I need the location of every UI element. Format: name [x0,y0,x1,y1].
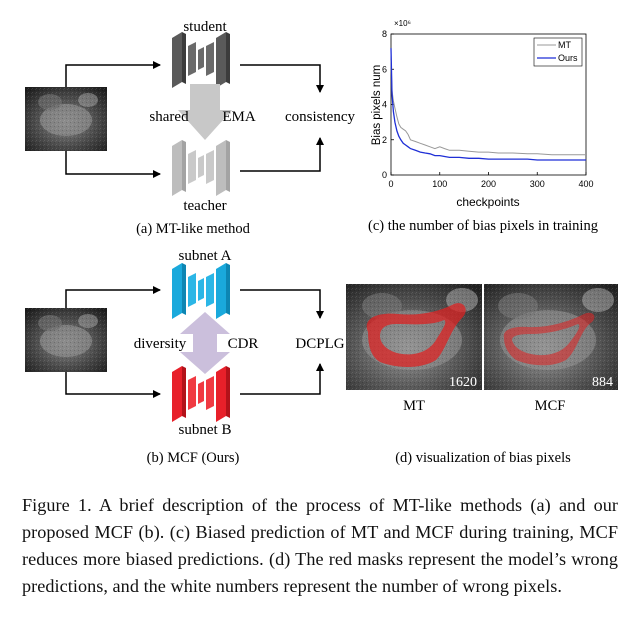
teacher-label: teacher [183,198,226,214]
y-multiplier: ×10⁶ [394,19,411,28]
y-tick-label: 2 [382,135,387,145]
arrow-student-to-consistency [240,64,324,93]
panel-d-caption: (d) visualization of bias pixels [395,450,571,466]
series-line-ours [390,48,586,161]
y-axis-label: Bias pixels num [371,65,383,146]
figure-caption: Figure 1. A brief description of the pro… [22,495,618,596]
dcplg-label: DCPLG [295,336,344,352]
x-tick-label: 100 [432,179,447,189]
x-tick-label: 0 [388,179,393,189]
arrow-input-to-student [65,61,161,87]
shared-label: shared [149,109,189,125]
cdr-label: CDR [228,336,259,352]
consistency-label: consistency [285,109,355,125]
panel-c-caption: (c) the number of bias pixels in trainin… [368,218,598,234]
figure-1: student shared EMA teacher consistency (… [25,19,618,466]
subnet-a-network-icon [172,263,230,319]
mcf-image-label: MCF [535,398,566,414]
chart-ticks: 0 100 200 300 400 0 2 4 6 8 [382,29,594,189]
mt-bias-count: 1620 [449,375,477,390]
y-tick-label: 8 [382,29,387,39]
legend-label-mt: MT [558,40,571,50]
panel-a-caption: (a) MT-like method [136,221,251,237]
chart-lines [390,48,586,161]
mri-input-thumbnail-a [25,87,107,151]
mcf-bias-visualization: 884 [484,284,618,390]
mt-image-label: MT [403,398,425,414]
arrow-input-to-teacher [65,151,161,178]
student-label: student [183,19,227,35]
series-line-mt [390,60,586,156]
subnet-b-network-icon [172,366,230,422]
arrow-subnet-b-to-dcplg [240,363,324,395]
y-tick-label: 6 [382,64,387,74]
arrow-input-to-subnet-b [65,372,161,398]
diversity-label: diversity [134,336,187,352]
arrow-subnet-a-to-dcplg [240,289,324,319]
cdr-double-arrow [180,312,230,374]
y-tick-label: 0 [382,170,387,180]
panel-b-caption: (b) MCF (Ours) [147,450,240,466]
ema-arrow [178,84,232,140]
panel-b: subnet A diversity CDR subnet B DCPLG [25,248,345,466]
student-network-icon [172,32,230,88]
x-tick-label: 200 [481,179,496,189]
mt-bias-mask [366,303,466,367]
panel-a: student shared EMA teacher consistency (… [25,19,355,237]
teacher-network-icon [172,140,230,196]
x-tick-label: 300 [530,179,545,189]
arrow-teacher-to-consistency [240,137,324,172]
ema-label: EMA [222,109,256,125]
x-tick-label: 400 [578,179,593,189]
mt-bias-visualization: 1620 [346,284,482,390]
mcf-bias-count: 884 [592,375,613,390]
mri-input-thumbnail-b [25,308,107,372]
subnet-a-label: subnet A [179,248,232,264]
x-axis-label: checkpoints [456,195,519,209]
panel-d: 1620 884 MT MCF (d) visualization of bia… [346,284,618,466]
arrow-input-to-subnet-a [65,286,161,308]
legend-label-ours: Ours [558,53,578,63]
mcf-bias-mask [503,312,595,366]
subnet-b-label: subnet B [179,422,232,438]
chart-legend: MT Ours [533,37,583,67]
y-tick-label: 4 [382,100,387,110]
